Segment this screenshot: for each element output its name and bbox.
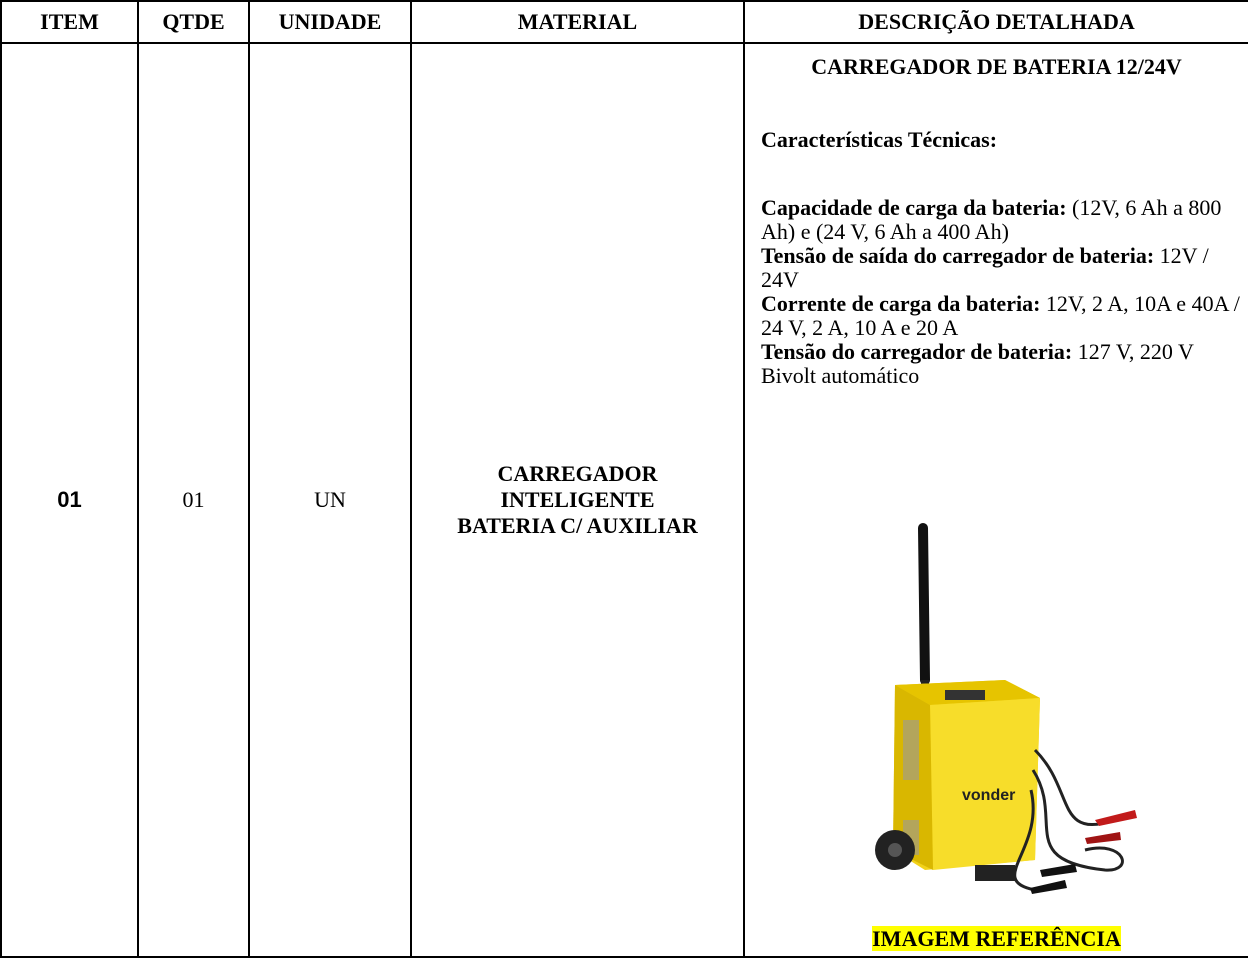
header-cell: MATERIAL: [410, 0, 745, 44]
brand-logo: vonder: [962, 787, 1015, 804]
spec-item: Tensão de saída do carregador de bateria…: [761, 244, 1240, 292]
spec-value: (12V, 6 Ah a 800 Ah) e (24 V, 6 Ah a 400…: [761, 195, 1222, 244]
spec-label: Tensão de saída do carregador de bateria…: [761, 243, 1155, 268]
spec-list: Capacidade de carga da bateria: (12V, 6 …: [761, 196, 1240, 388]
qtde-cell: 01: [137, 42, 250, 958]
header-cell: UNIDADE: [248, 0, 412, 44]
material-cell: CARREGADOR INTELIGENTE BATERIA C/ AUXILI…: [410, 42, 745, 958]
spec-value: 12V / 24V: [761, 243, 1209, 292]
spec-value: 127 V, 220 V Bivolt automático: [761, 339, 1194, 388]
spec-label: Corrente de carga da bateria:: [761, 291, 1041, 316]
unidade-cell: UN: [248, 42, 412, 958]
description-subtitle: Características Técnicas:: [761, 127, 998, 152]
description-title: CARREGADOR DE BATERIA 12/24V: [811, 54, 1182, 79]
header-cell: QTDE: [137, 0, 250, 44]
spec-value: 12V, 2 A, 10A e 40A / 24 V, 2 A, 10 A e …: [761, 291, 1240, 340]
header-row: ITEM QTDE UNIDADE MATERIAL DESCRIÇÃO DET…: [0, 0, 1248, 44]
spec-item: Capacidade de carga da bateria: (12V, 6 …: [761, 196, 1240, 244]
header-cell: DESCRIÇÃO DETALHADA: [743, 0, 1248, 44]
material-text: CARREGADOR INTELIGENTE BATERIA C/ AUXILI…: [457, 461, 698, 538]
header-cell: ITEM: [0, 0, 139, 44]
spec-label: Tensão do carregador de bateria:: [761, 339, 1073, 364]
product-image: vonder: [875, 523, 1137, 894]
image-caption: IMAGEM REFERÊNCIA: [745, 926, 1248, 952]
spec-item: Tensão do carregador de bateria: 127 V, …: [761, 340, 1240, 388]
description-cell: CARREGADOR DE BATERIA 12/24V Característ…: [743, 42, 1248, 958]
item-cell: 01: [0, 42, 139, 958]
caption-text: IMAGEM REFERÊNCIA: [872, 926, 1121, 951]
spec-label: Capacidade de carga da bateria:: [761, 195, 1067, 220]
body-row: 01 01 UN CARREGADOR INTELIGENTE BATERIA …: [0, 42, 1248, 958]
spec-item: Corrente de carga da bateria: 12V, 2 A, …: [761, 292, 1240, 340]
